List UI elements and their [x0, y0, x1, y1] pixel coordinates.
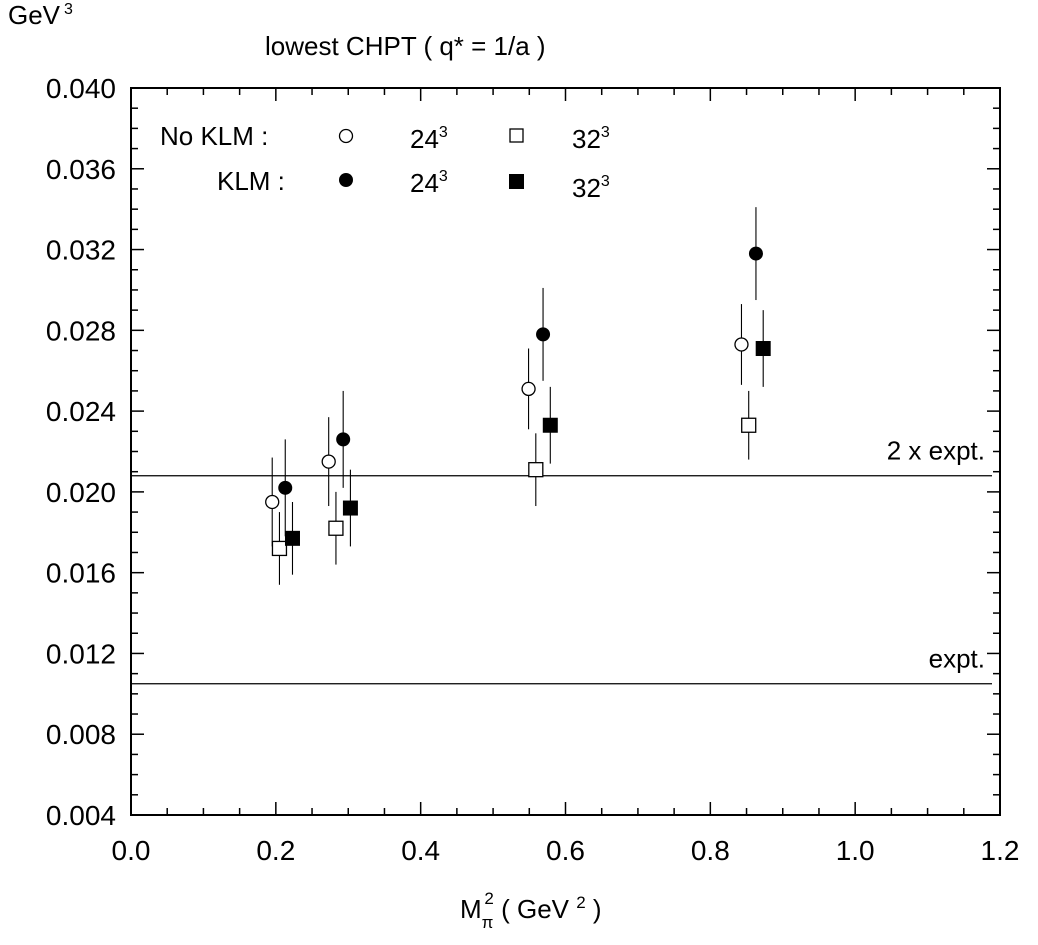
data-point-filled-square — [342, 500, 358, 516]
legend-row-1-label: No KLM : — [160, 121, 268, 151]
legend-open-circle-sup: 3 — [439, 124, 448, 141]
y-axis-unit-base: GeV — [8, 0, 61, 30]
x-tick-label: 1.2 — [981, 835, 1020, 866]
x-axis-label-unit-sup: 2 — [576, 893, 585, 912]
legend-open-square-text: 32 — [572, 124, 601, 154]
y-tick-label: 0.008 — [46, 719, 116, 750]
legend-filled-circle-text: 24 — [410, 168, 439, 198]
legend-row-2-label: KLM : — [217, 166, 285, 196]
reference-line-label: expt. — [929, 644, 985, 674]
data-point-open-circle — [521, 381, 536, 397]
x-tick-label: 0.4 — [401, 835, 440, 866]
y-tick-label: 0.020 — [46, 477, 116, 508]
legend-open-circle-text: 24 — [410, 124, 439, 154]
data-point-open-square — [528, 462, 544, 478]
data-point-filled-square — [542, 417, 558, 433]
legend-filled-square-marker — [509, 174, 524, 189]
reference-line-label: 2 x expt. — [887, 436, 985, 466]
legend-item-open-circle: 243 — [410, 124, 448, 154]
x-axis-label-sub: π — [482, 913, 494, 932]
legend-item-filled-circle: 243 — [410, 168, 448, 198]
x-tick-label: 0.8 — [691, 835, 730, 866]
x-tick-label: 0.6 — [546, 835, 585, 866]
legend-item-filled-square: 323 — [572, 173, 610, 203]
data-point-open-circle — [321, 454, 336, 469]
legend-filled-square-sup: 3 — [601, 173, 610, 190]
data-point-filled-circle — [336, 432, 351, 447]
legend-open-square-marker — [509, 128, 524, 143]
x-axis-label-base: M — [460, 894, 482, 924]
data-point-filled-circle — [536, 327, 551, 342]
data-point-open-square — [741, 417, 757, 433]
data-point-open-circle — [265, 494, 280, 510]
y-tick-label: 0.016 — [46, 558, 116, 589]
data-point-open-square — [271, 540, 288, 557]
y-axis-unit-sup: 3 — [64, 1, 73, 18]
plot-frame — [130, 87, 1001, 816]
x-tick-label: 1.0 — [836, 835, 875, 866]
x-axis-label-sup: 2 — [484, 889, 493, 908]
chart-title: lowest CHPT ( q* = 1/a ) — [265, 31, 546, 61]
data-point-filled-circle — [278, 480, 293, 495]
data-point-filled-square — [755, 341, 771, 357]
legend-filled-circle-marker — [339, 173, 353, 187]
y-axis-unit: GeV 3 — [8, 0, 73, 30]
data-point-filled-circle — [748, 246, 763, 261]
data-point-open-circle — [734, 337, 749, 352]
y-tick-label: 0.004 — [46, 800, 116, 831]
x-tick-label: 0.0 — [112, 835, 151, 866]
x-axis-label-paren-close: ) — [586, 894, 602, 924]
legend-open-square-sup: 3 — [601, 124, 610, 141]
legend: No KLM : 243 323 KLM : 243 323 — [160, 121, 610, 203]
y-tick-label: 0.012 — [46, 638, 116, 669]
y-tick-label: 0.028 — [46, 315, 116, 346]
legend-item-open-square: 323 — [572, 124, 610, 154]
legend-filled-circle-sup: 3 — [439, 168, 448, 185]
data-point-open-square — [328, 520, 344, 536]
y-tick-label: 0.036 — [46, 154, 116, 185]
x-axis-label: Mπ 2 ( GeV 2 ) — [460, 889, 602, 932]
y-tick-label: 0.024 — [46, 396, 116, 427]
legend-filled-square-text: 32 — [572, 173, 601, 203]
y-tick-label: 0.032 — [46, 235, 116, 266]
data-point-filled-square — [284, 530, 300, 546]
legend-open-circle-marker — [338, 128, 354, 144]
x-axis-label-paren-open: ( GeV — [494, 894, 576, 924]
x-tick-label: 0.2 — [256, 835, 295, 866]
y-tick-label: 0.040 — [46, 73, 116, 104]
